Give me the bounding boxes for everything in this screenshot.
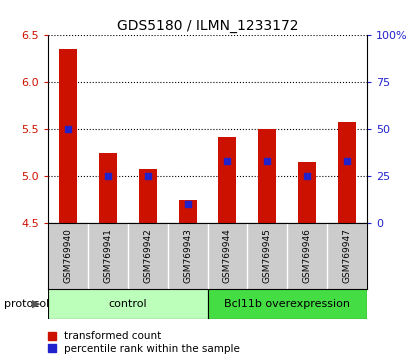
Point xyxy=(264,158,271,164)
Point xyxy=(144,173,151,179)
Text: ▶: ▶ xyxy=(32,299,41,309)
Point xyxy=(104,173,111,179)
Text: GSM769943: GSM769943 xyxy=(183,228,192,283)
Bar xyxy=(48,289,208,319)
Text: GSM769945: GSM769945 xyxy=(263,228,272,283)
Bar xyxy=(59,50,77,223)
Bar xyxy=(259,129,276,223)
Bar xyxy=(338,122,356,223)
Title: GDS5180 / ILMN_1233172: GDS5180 / ILMN_1233172 xyxy=(117,19,298,33)
Bar xyxy=(218,137,237,223)
Legend: transformed count, percentile rank within the sample: transformed count, percentile rank withi… xyxy=(48,331,240,354)
Bar xyxy=(298,162,316,223)
Bar xyxy=(99,153,117,223)
Point xyxy=(64,126,71,132)
Text: Bcl11b overexpression: Bcl11b overexpression xyxy=(225,298,350,309)
Text: GSM769941: GSM769941 xyxy=(103,228,112,283)
Text: GSM769946: GSM769946 xyxy=(303,228,312,283)
Text: GSM769940: GSM769940 xyxy=(63,228,72,283)
Text: protocol: protocol xyxy=(4,299,49,309)
Text: GSM769942: GSM769942 xyxy=(143,228,152,283)
Bar xyxy=(208,289,367,319)
Point xyxy=(304,173,311,179)
Point xyxy=(184,201,191,207)
Text: GSM769947: GSM769947 xyxy=(343,228,352,283)
Text: GSM769944: GSM769944 xyxy=(223,228,232,283)
Point xyxy=(224,158,231,164)
Text: control: control xyxy=(108,298,147,309)
Point xyxy=(344,158,351,164)
Bar xyxy=(178,200,197,223)
Bar xyxy=(139,169,156,223)
